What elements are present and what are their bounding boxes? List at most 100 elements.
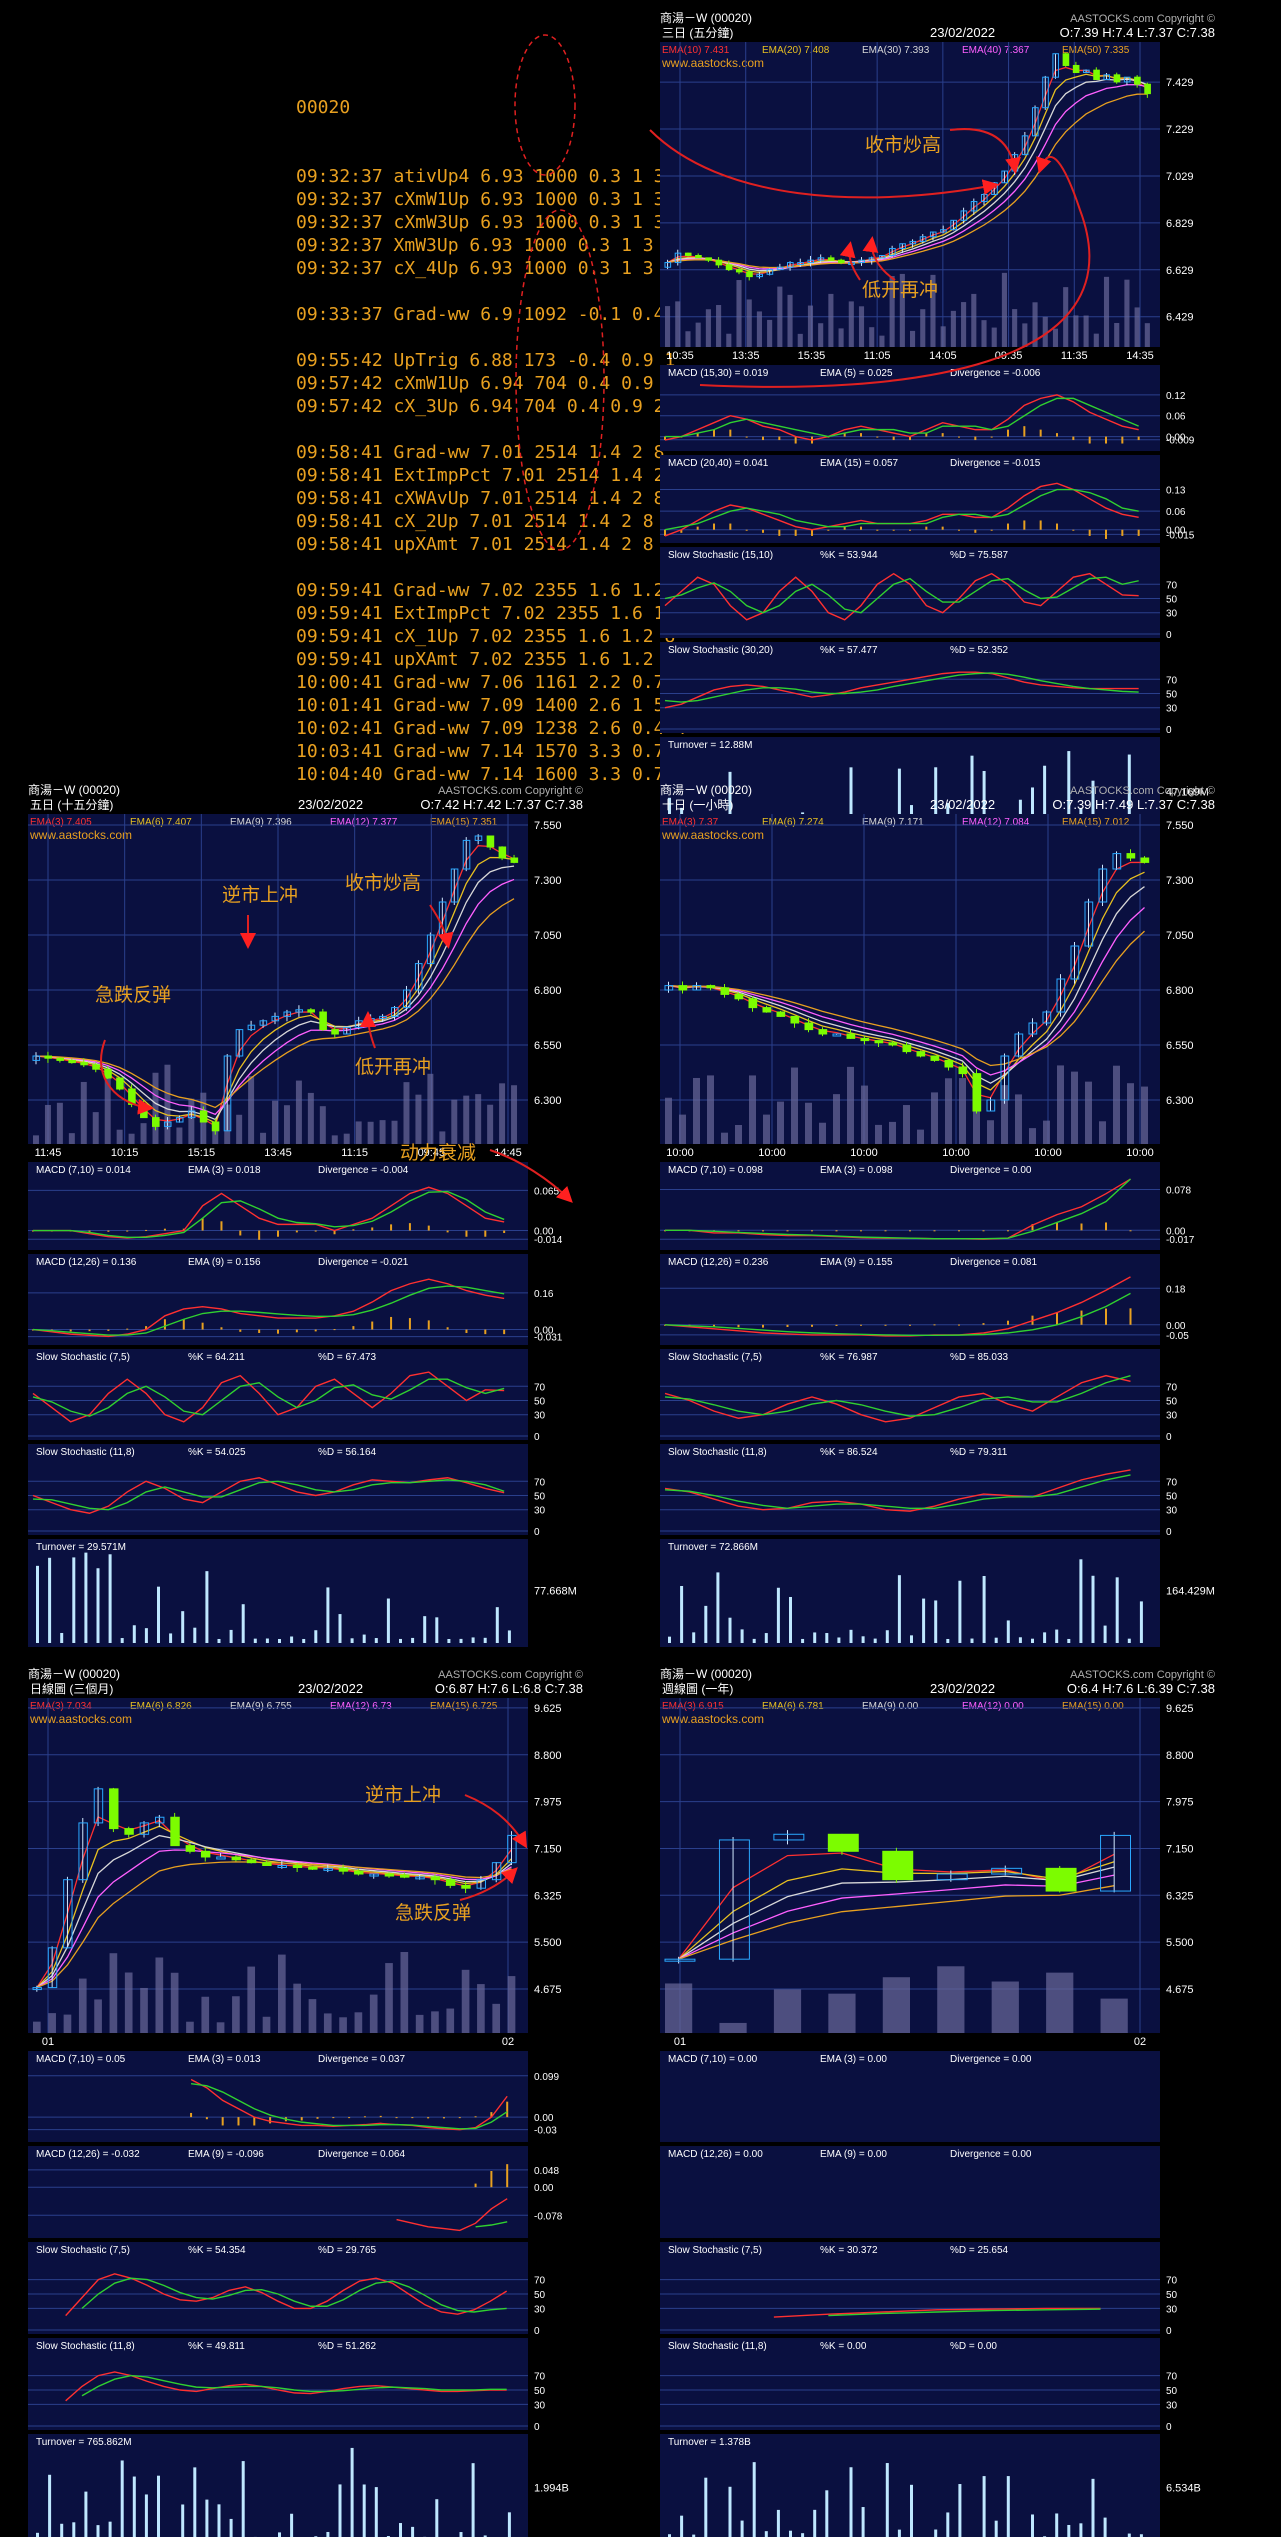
ema-legend-3: EMA(12) 7.377 xyxy=(330,817,398,828)
divergence-bar xyxy=(316,2117,319,2119)
volume-bar-bg xyxy=(828,1993,856,2033)
volume-bar-bg xyxy=(339,2017,347,2033)
stoch-d-line xyxy=(81,2374,507,2397)
turnover-bar xyxy=(1055,2513,1059,2537)
indicator-value-a: EMA (9) = -0.096 xyxy=(188,2149,264,2160)
turnover-bar xyxy=(1031,2514,1034,2537)
divergence-bar xyxy=(664,529,666,536)
turnover-bar xyxy=(934,2529,938,2537)
indicator-value-b: %D = 0.00 xyxy=(950,2341,997,2352)
divergence-bar xyxy=(503,1230,506,1234)
indicator-tick: 70 xyxy=(534,2372,546,2383)
volume-bar-bg xyxy=(675,301,681,347)
ema-legend-4: EMA(15) 7.012 xyxy=(1062,817,1130,828)
candle-body xyxy=(331,1029,339,1035)
volume-bar-bg xyxy=(777,1101,784,1144)
turnover-bar xyxy=(229,2518,233,2537)
divergence-bar xyxy=(860,1324,862,1326)
turnover-bar xyxy=(801,1638,805,1643)
indicator-tick: 0.078 xyxy=(1166,1186,1191,1197)
turnover-bar xyxy=(1127,754,1131,847)
divergence-bar xyxy=(239,1329,242,1332)
y-tick-label: 6.429 xyxy=(1166,312,1194,324)
volume-bar-bg xyxy=(128,1133,135,1144)
turnover-bar xyxy=(411,1637,415,1643)
candle-body xyxy=(414,963,423,991)
volume-bar-bg xyxy=(797,333,803,347)
candle-body xyxy=(1045,1867,1077,1892)
volume-bar-bg xyxy=(1144,323,1150,347)
turnover-bar xyxy=(278,2532,281,2537)
divergence-bar xyxy=(860,1230,862,1232)
divergence-bar xyxy=(239,1230,242,1236)
y-tick-label: 6.550 xyxy=(1166,1040,1194,1052)
candle-body xyxy=(474,835,483,841)
candle-body xyxy=(1072,64,1080,74)
x-tick-label: 11:15 xyxy=(341,1147,368,1159)
indicator-tick: 70 xyxy=(1166,2372,1178,2383)
x-tick-label: 01 xyxy=(42,2036,54,2048)
divergence-bar xyxy=(1007,429,1009,437)
annotation-p1-a: 收市炒高 xyxy=(865,134,942,156)
volume-bar-bg xyxy=(838,328,844,347)
turnover-bar xyxy=(157,1586,160,1643)
log-line: 10:04:40 Grad-ww 7.14 1600 3.3 0.7 5 xyxy=(296,764,687,785)
y-tick-label: 4.675 xyxy=(1166,1984,1194,1996)
volume-bar-bg xyxy=(665,1097,672,1144)
divergence-bar xyxy=(778,529,781,536)
volume-bar-bg xyxy=(1071,1071,1078,1144)
turnover-bar xyxy=(982,770,986,847)
candle-body xyxy=(163,1121,172,1127)
indicator-tick: 0 xyxy=(1166,630,1172,641)
volume-bar-bg xyxy=(777,286,783,347)
y-tick-label: 7.029 xyxy=(1166,171,1194,183)
candle-body xyxy=(140,1103,148,1119)
y-tick-label: 6.325 xyxy=(534,1890,562,1902)
ema-legend-2: EMA(9) 7.396 xyxy=(230,817,292,828)
candle-body xyxy=(678,985,688,991)
volume-bar-bg xyxy=(94,1999,102,2033)
turnover-bar xyxy=(1091,2478,1095,2537)
turnover-bar xyxy=(108,1554,112,1643)
indicator-value-a: %K = 0.00 xyxy=(820,2341,867,2352)
divergence-bar xyxy=(465,1329,468,1333)
volume-bar-bg xyxy=(987,1120,994,1144)
ema-legend-1: EMA(20) 7.408 xyxy=(762,45,830,56)
candle-body xyxy=(944,1059,954,1068)
volume-bar-bg xyxy=(1057,1065,1064,1144)
volume-bar-bg xyxy=(391,1120,398,1144)
volume-bar-bg xyxy=(787,294,793,347)
x-tick-label: 01 xyxy=(674,2036,686,2048)
divergence-bar xyxy=(958,1230,960,1232)
turnover-bar xyxy=(1018,1637,1022,1643)
indicator-tick: 50 xyxy=(1166,595,1178,606)
x-tick-label: 13:45 xyxy=(264,1147,292,1159)
indicator-panel-bg xyxy=(660,1254,1160,1345)
divergence-bar xyxy=(843,526,846,530)
volume-bar-bg xyxy=(109,1953,118,2033)
volume-bar-bg xyxy=(1063,287,1069,347)
volume-bar-bg xyxy=(499,1083,506,1144)
volume-bar-bg xyxy=(1124,279,1130,347)
chart-date: 23/02/2022 xyxy=(298,797,363,812)
divergence-bar xyxy=(237,2117,240,2126)
divergence-bar xyxy=(253,2117,256,2126)
y-tick-label: 6.325 xyxy=(1166,1890,1194,1902)
volume-bar-bg xyxy=(679,1114,686,1144)
turnover-bar xyxy=(48,2474,52,2537)
y-tick-label: 5.500 xyxy=(1166,1937,1194,1949)
annotation-p2-e: 动力衰减 xyxy=(400,1142,477,1164)
indicator-tick: 30 xyxy=(534,1411,546,1422)
stoch-k-line xyxy=(65,2371,507,2402)
turnover-bar xyxy=(36,2532,39,2537)
turnover-bar xyxy=(241,1604,245,1643)
divergence-bar xyxy=(442,2117,445,2119)
candle-body xyxy=(1042,1011,1052,1024)
indicator-value-b: Divergence = -0.015 xyxy=(950,458,1041,469)
turnover-bar xyxy=(96,1568,100,1643)
divergence-bar xyxy=(729,429,732,437)
divergence-bar xyxy=(958,436,960,438)
turnover-bar xyxy=(813,2509,817,2537)
indicator-tick: 50 xyxy=(534,1492,546,1503)
volume-bar-bg xyxy=(63,2014,72,2033)
